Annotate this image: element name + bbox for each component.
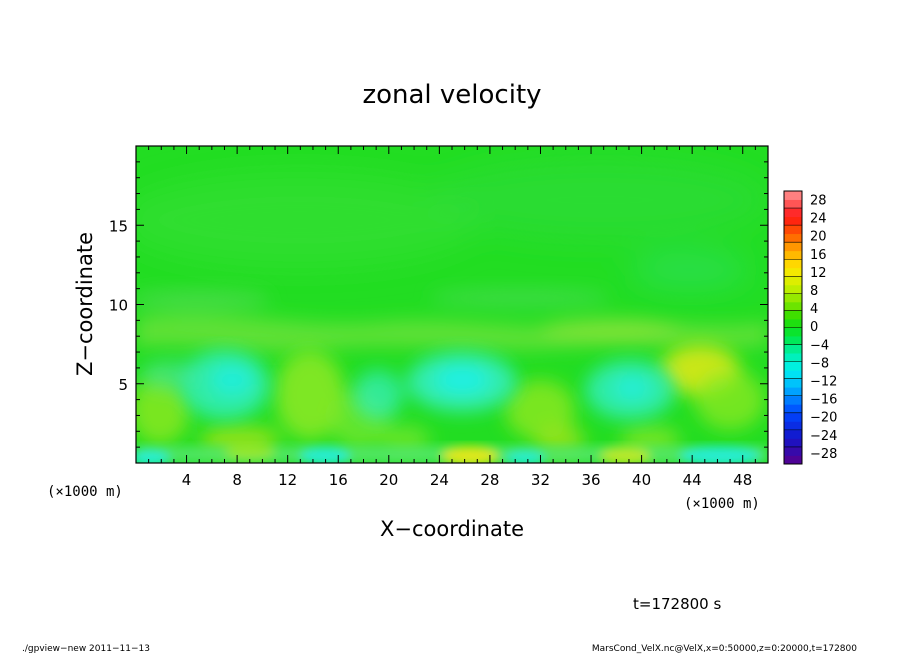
colorbar-band [784, 446, 802, 456]
x-tick-label: 8 [232, 471, 242, 489]
x-tick-label: 28 [480, 471, 499, 489]
colorbar-band [784, 455, 802, 465]
colorbar-label: 8 [810, 284, 818, 299]
colorbar-band [784, 301, 802, 311]
colorbar-band [784, 344, 802, 354]
colorbar-band [784, 276, 802, 286]
colorbar-label: −12 [810, 375, 837, 390]
colorbar-label: 0 [810, 320, 818, 335]
colorbar-band [784, 250, 802, 260]
x-axis-label: X−coordinate [380, 517, 524, 541]
colorbar-band [784, 225, 802, 235]
colorbar-band [784, 353, 802, 363]
x-tick-label: 12 [278, 471, 297, 489]
x-tick-label: 32 [531, 471, 550, 489]
colorbar-band [784, 429, 802, 439]
colorbar-band [784, 216, 802, 226]
colorbar-band [784, 293, 802, 303]
y-axis: 5 10 15 [109, 161, 768, 448]
mid-level-band [136, 289, 768, 353]
x-tick-label: 16 [329, 471, 348, 489]
colorbar-label: 20 [810, 230, 827, 245]
colorbar-label: −8 [810, 356, 829, 371]
colorbar-label: 28 [810, 194, 827, 209]
x-axis: 4 8 12 16 20 24 28 32 36 40 44 48 [148, 146, 756, 489]
colorbar-band [784, 233, 802, 243]
x-unit-right: (×1000 m) [684, 496, 760, 512]
x-tick-label: 48 [733, 471, 752, 489]
y-tick-label: 15 [109, 217, 128, 235]
colorbar-label: 24 [810, 212, 827, 227]
colorbar-band [784, 395, 802, 405]
footer-right: MarsCond_VelX.nc@VelX,x=0:50000,z=0:2000… [592, 644, 857, 654]
colorbar-band [784, 378, 802, 388]
chart-title: zonal velocity [362, 80, 541, 110]
colorbar-label: 16 [810, 248, 827, 263]
colorbar-label: −20 [810, 411, 837, 426]
x-tick-label: 44 [683, 471, 702, 489]
colorbar-label: 12 [810, 266, 827, 281]
surface-layer [136, 445, 768, 463]
x-tick-label: 40 [632, 471, 651, 489]
colorbar-label: −24 [810, 429, 837, 444]
colorbar-label: −16 [810, 393, 837, 408]
colorbar-band [784, 199, 802, 209]
colorbar-band [784, 370, 802, 380]
footer-left: ./gpview−new 2011−11−13 [22, 644, 150, 654]
colorbar-band [784, 242, 802, 252]
colorbar-band [784, 404, 802, 414]
colorbar-band [784, 318, 802, 328]
colorbar-band [784, 208, 802, 217]
colorbar-band [784, 387, 802, 397]
x-tick-label: 24 [430, 471, 449, 489]
velocity-field [136, 146, 768, 463]
colorbar-band [784, 412, 802, 422]
colorbar-band [784, 421, 802, 431]
colorbar-band [784, 310, 802, 320]
colorbar-label: −4 [810, 338, 829, 353]
colorbar-label: 4 [810, 302, 818, 317]
colorbar: 28 24 20 16 12 8 4 0 −4 −8 −12 −16 −20 −24 −28 [783, 190, 837, 465]
x-tick-label: 4 [182, 471, 192, 489]
colorbar-band [784, 191, 802, 200]
colorbar-band [784, 284, 802, 294]
x-unit-left: (×1000 m) [47, 484, 123, 500]
y-axis-label: Z−coordinate [73, 232, 97, 376]
colorbar-band [784, 361, 802, 371]
upper-green-region [136, 160, 768, 288]
x-tick-label: 20 [379, 471, 398, 489]
colorbar-label: −28 [810, 447, 837, 462]
y-tick-label: 10 [109, 297, 128, 315]
x-tick-label: 36 [581, 471, 600, 489]
colorbar-band [784, 259, 802, 269]
time-label: t=172800 s [633, 595, 721, 613]
y-tick-label: 5 [118, 376, 128, 394]
colorbar-band [784, 438, 802, 448]
colorbar-band [784, 336, 802, 345]
colorbar-band [784, 267, 802, 277]
colorbar-band [784, 327, 802, 337]
cyan-cells [140, 350, 675, 420]
